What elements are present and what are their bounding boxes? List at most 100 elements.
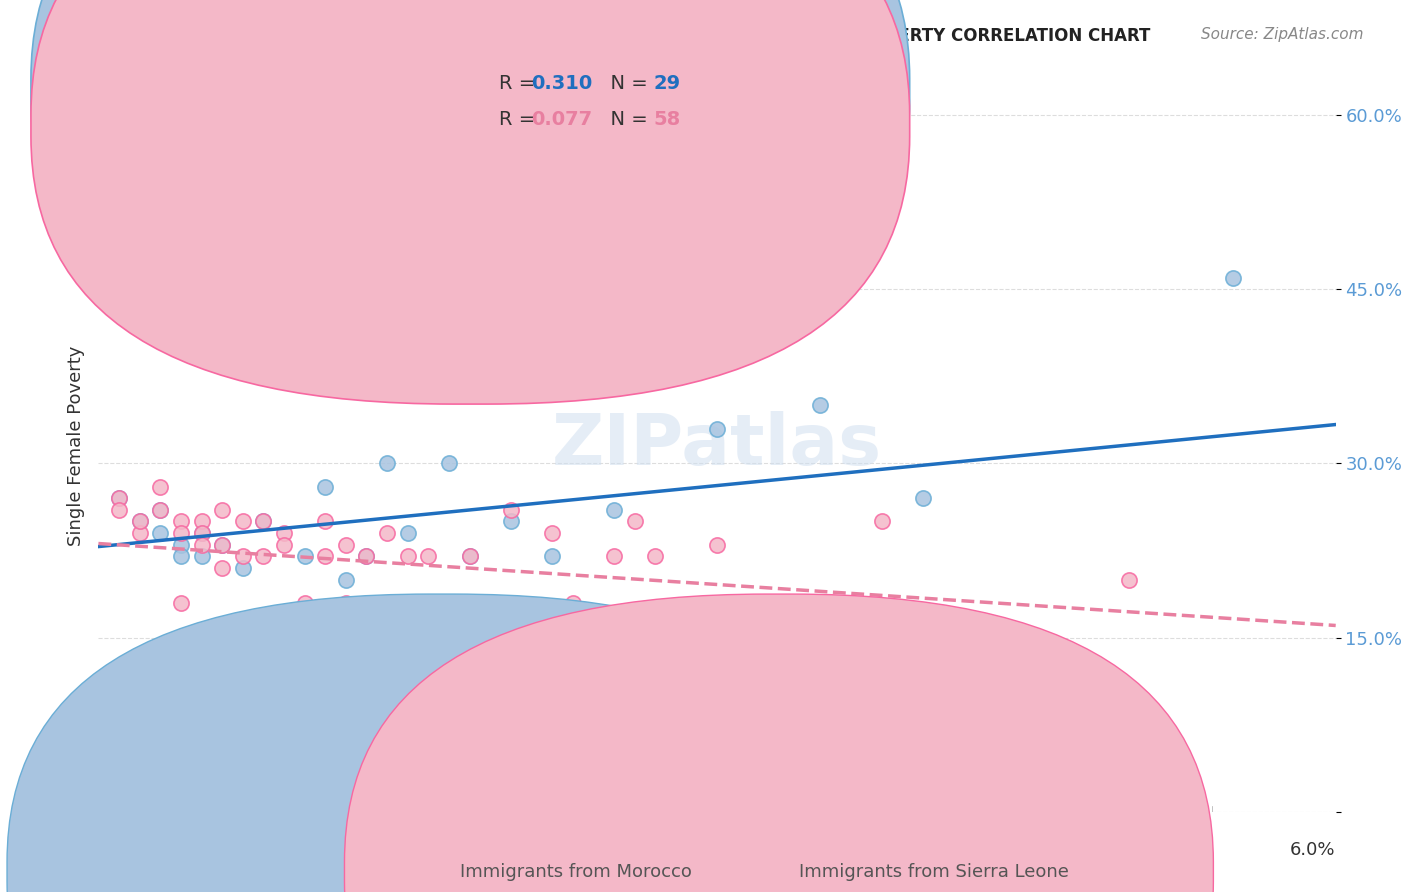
Point bbox=[437, 654, 460, 668]
Point bbox=[149, 503, 172, 517]
Point bbox=[706, 421, 728, 435]
Point bbox=[190, 549, 212, 564]
Point bbox=[252, 549, 274, 564]
Point bbox=[603, 503, 626, 517]
Point bbox=[1015, 631, 1038, 645]
Point bbox=[582, 619, 605, 633]
Point bbox=[396, 596, 419, 610]
Point bbox=[541, 526, 564, 541]
Point bbox=[912, 491, 935, 506]
Text: □  Immigrants from Morocco: □ Immigrants from Morocco bbox=[361, 847, 623, 865]
Point bbox=[1118, 573, 1140, 587]
Point bbox=[128, 515, 150, 529]
Text: IMMIGRANTS FROM MOROCCO VS IMMIGRANTS FROM SIERRA LEONE SINGLE FEMALE POVERTY CO: IMMIGRANTS FROM MOROCCO VS IMMIGRANTS FR… bbox=[56, 27, 1150, 45]
Point bbox=[706, 538, 728, 552]
Text: Source: ZipAtlas.com: Source: ZipAtlas.com bbox=[1201, 27, 1364, 42]
Point bbox=[418, 665, 440, 680]
Point bbox=[273, 538, 295, 552]
Text: Immigrants from Morocco: Immigrants from Morocco bbox=[460, 863, 692, 881]
Point bbox=[953, 677, 976, 691]
Point bbox=[561, 596, 583, 610]
Point bbox=[108, 503, 131, 517]
Point bbox=[789, 712, 811, 726]
Point bbox=[211, 561, 233, 575]
Point bbox=[273, 526, 295, 541]
Point bbox=[1222, 270, 1244, 285]
Text: 0.0%: 0.0% bbox=[98, 841, 143, 859]
Text: Immigrants from Sierra Leone: Immigrants from Sierra Leone bbox=[799, 863, 1069, 881]
Point bbox=[294, 619, 316, 633]
Point bbox=[520, 363, 543, 377]
Point bbox=[252, 515, 274, 529]
Point bbox=[396, 549, 419, 564]
Point bbox=[232, 549, 254, 564]
Point bbox=[128, 515, 150, 529]
Point bbox=[685, 654, 707, 668]
Point bbox=[335, 538, 357, 552]
Point bbox=[190, 526, 212, 541]
Text: 58: 58 bbox=[654, 110, 681, 128]
Point bbox=[830, 189, 852, 203]
Y-axis label: Single Female Poverty: Single Female Poverty bbox=[66, 346, 84, 546]
Point bbox=[170, 526, 193, 541]
Point bbox=[273, 351, 295, 366]
Point bbox=[541, 549, 564, 564]
Point bbox=[211, 538, 233, 552]
Text: 0.310: 0.310 bbox=[531, 74, 593, 93]
Point bbox=[458, 665, 481, 680]
Point bbox=[314, 480, 336, 494]
Point bbox=[375, 526, 398, 541]
Text: 6.0%: 6.0% bbox=[1291, 841, 1336, 859]
Point bbox=[499, 503, 522, 517]
Point bbox=[623, 515, 645, 529]
Text: 0.077: 0.077 bbox=[531, 110, 592, 128]
Point bbox=[149, 480, 172, 494]
Point bbox=[190, 526, 212, 541]
Point bbox=[314, 549, 336, 564]
Point bbox=[190, 538, 212, 552]
Point bbox=[149, 526, 172, 541]
Point bbox=[356, 607, 378, 622]
Point bbox=[190, 515, 212, 529]
Text: R =: R = bbox=[499, 110, 541, 128]
Point bbox=[747, 700, 769, 714]
Point bbox=[211, 503, 233, 517]
Point bbox=[644, 549, 666, 564]
Point bbox=[727, 677, 749, 691]
Point bbox=[418, 549, 440, 564]
Point bbox=[294, 596, 316, 610]
Point bbox=[108, 491, 131, 506]
Point bbox=[335, 573, 357, 587]
Point bbox=[396, 526, 419, 541]
Point bbox=[437, 457, 460, 471]
Point bbox=[314, 515, 336, 529]
Point bbox=[375, 457, 398, 471]
Point bbox=[170, 549, 193, 564]
Point bbox=[149, 503, 172, 517]
Point bbox=[252, 515, 274, 529]
Point bbox=[912, 607, 935, 622]
Point bbox=[170, 515, 193, 529]
Point bbox=[294, 549, 316, 564]
Text: □  Immigrants from Sierra Leone: □ Immigrants from Sierra Leone bbox=[695, 847, 993, 865]
Point bbox=[170, 538, 193, 552]
Point bbox=[458, 549, 481, 564]
Point bbox=[808, 398, 831, 412]
Text: 29: 29 bbox=[654, 74, 681, 93]
Text: ZIPatlas: ZIPatlas bbox=[553, 411, 882, 481]
Point bbox=[232, 515, 254, 529]
Point bbox=[356, 549, 378, 564]
Point bbox=[479, 654, 502, 668]
Point bbox=[603, 549, 626, 564]
Point bbox=[108, 491, 131, 506]
Point bbox=[418, 642, 440, 657]
Text: N =: N = bbox=[598, 74, 654, 93]
Point bbox=[211, 538, 233, 552]
Text: R =: R = bbox=[499, 74, 541, 93]
Text: N =: N = bbox=[598, 110, 654, 128]
Point bbox=[458, 549, 481, 564]
Point bbox=[356, 549, 378, 564]
Point bbox=[232, 561, 254, 575]
Point bbox=[499, 515, 522, 529]
Point bbox=[128, 654, 150, 668]
